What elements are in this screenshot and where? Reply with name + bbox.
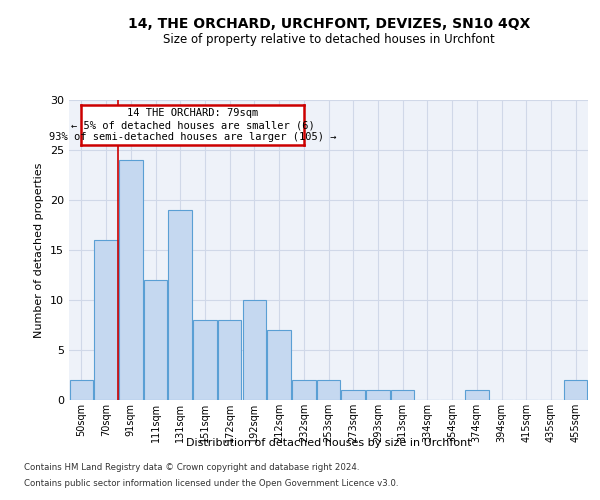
- Bar: [341, 390, 365, 400]
- Text: Distribution of detached houses by size in Urchfont: Distribution of detached houses by size …: [186, 438, 472, 448]
- Bar: [119, 160, 143, 400]
- Text: 14, THE ORCHARD, URCHFONT, DEVIZES, SN10 4QX: 14, THE ORCHARD, URCHFONT, DEVIZES, SN10…: [128, 18, 530, 32]
- Bar: [218, 320, 241, 400]
- Bar: [366, 390, 389, 400]
- Bar: [292, 380, 316, 400]
- Text: Contains public sector information licensed under the Open Government Licence v3: Contains public sector information licen…: [24, 478, 398, 488]
- Bar: [94, 240, 118, 400]
- Bar: [193, 320, 217, 400]
- Bar: [144, 280, 167, 400]
- Bar: [317, 380, 340, 400]
- Bar: [70, 380, 93, 400]
- Bar: [169, 210, 192, 400]
- Bar: [564, 380, 587, 400]
- Text: Size of property relative to detached houses in Urchfont: Size of property relative to detached ho…: [163, 32, 494, 46]
- Text: Contains HM Land Registry data © Crown copyright and database right 2024.: Contains HM Land Registry data © Crown c…: [24, 464, 359, 472]
- Bar: [268, 330, 291, 400]
- Bar: [465, 390, 488, 400]
- Bar: [242, 300, 266, 400]
- Bar: [391, 390, 415, 400]
- Y-axis label: Number of detached properties: Number of detached properties: [34, 162, 44, 338]
- Text: 14 THE ORCHARD: 79sqm
← 5% of detached houses are smaller (6)
93% of semi-detach: 14 THE ORCHARD: 79sqm ← 5% of detached h…: [49, 108, 337, 142]
